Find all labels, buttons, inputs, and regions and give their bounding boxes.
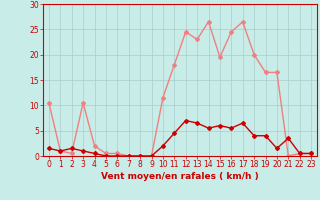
X-axis label: Vent moyen/en rafales ( km/h ): Vent moyen/en rafales ( km/h ) (101, 172, 259, 181)
